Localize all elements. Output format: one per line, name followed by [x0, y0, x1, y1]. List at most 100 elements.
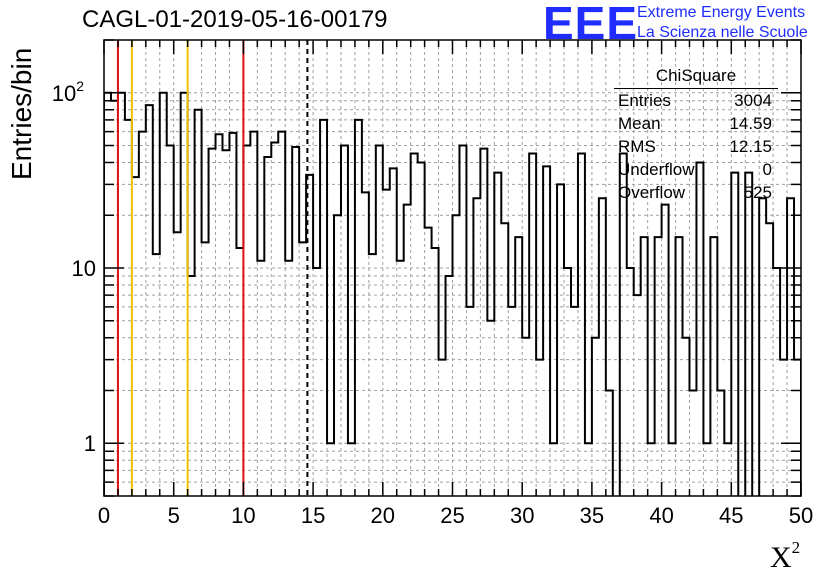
y-tick-label: 102: [52, 78, 84, 106]
histogram-bin: [571, 307, 578, 496]
histogram-bin: [620, 154, 627, 496]
stats-value: 3004: [734, 91, 772, 110]
histogram-bin: [655, 237, 662, 496]
histogram-bin: [167, 146, 174, 496]
histogram-bin: [669, 443, 676, 496]
histogram-bin: [250, 132, 257, 496]
histogram-bin: [411, 154, 418, 496]
histogram-bin: [676, 237, 683, 496]
histogram-bin: [529, 154, 536, 496]
x-axis-label: X2: [770, 538, 801, 574]
histogram-bin: [717, 390, 724, 496]
histogram-bin: [564, 268, 571, 496]
histogram-bin: [181, 93, 188, 496]
logo-line-2: La Scienza nelle Scuole: [637, 24, 808, 41]
histogram-bin: [599, 198, 606, 496]
x-tick-label: 40: [649, 503, 673, 528]
eee-logo: EEE: [543, 0, 639, 49]
histogram-bin: [480, 149, 487, 496]
histogram-bin: [111, 101, 118, 496]
histogram-bin: [418, 162, 425, 496]
x-tick-label: 35: [580, 503, 604, 528]
histogram-bin: [508, 307, 515, 496]
histogram-bin: [174, 232, 181, 496]
x-tick-label: 50: [789, 503, 813, 528]
stats-label: RMS: [618, 137, 656, 156]
histogram-bin: [334, 215, 341, 496]
stats-label: Entries: [618, 91, 671, 110]
histogram-bin: [209, 149, 216, 496]
stats-row: Underflow 0: [612, 158, 780, 181]
histogram-bin: [543, 166, 550, 496]
histogram-bin: [745, 173, 752, 496]
histogram-bin: [446, 276, 453, 496]
histogram-bin: [320, 120, 327, 496]
histogram-bin: [153, 254, 160, 496]
histogram-bin: [515, 237, 522, 496]
chart-title: CAGL-01-2019-05-16-00179: [82, 6, 388, 33]
histogram-bin: [822, 215, 829, 496]
histogram-bin: [634, 295, 641, 496]
stats-row: Entries 3004: [612, 89, 780, 112]
histogram-bin: [236, 248, 243, 496]
x-tick-label: 15: [301, 503, 325, 528]
histogram-bin: [473, 198, 480, 496]
histogram-bin: [369, 254, 376, 496]
stats-value: 0: [762, 160, 772, 179]
x-tick-label: 5: [168, 503, 180, 528]
x-tick-label: 10: [231, 503, 255, 528]
histogram-bin: [501, 223, 508, 496]
stats-value: 525: [743, 183, 772, 202]
histogram-bin: [104, 93, 111, 496]
histogram-bin: [487, 321, 494, 496]
stats-label: Mean: [618, 114, 661, 133]
histogram-outline: [104, 91, 801, 496]
histogram-bin: [132, 177, 139, 496]
histogram-bin: [383, 190, 390, 496]
stats-value: 12.15: [729, 137, 772, 156]
histogram-bin: [222, 150, 229, 496]
histogram-bin: [459, 146, 466, 496]
histogram-bin: [606, 390, 613, 496]
histogram-bin: [278, 132, 285, 496]
histogram-bin: [794, 360, 801, 496]
histogram-bin: [627, 268, 634, 496]
histogram-bin: [160, 93, 167, 496]
histogram-bin: [264, 157, 271, 496]
histogram-bin: [195, 110, 202, 496]
histogram-bin: [390, 168, 397, 496]
histogram-bin: [766, 223, 773, 496]
histogram-bin: [648, 443, 655, 496]
histogram-bin: [453, 215, 460, 496]
histogram-bin: [724, 443, 731, 496]
histogram-bin: [146, 105, 153, 496]
y-axis-label: Entries/bin: [6, 47, 37, 180]
histogram-bin: [536, 360, 543, 496]
histogram-bin: [327, 443, 334, 496]
histogram-bin: [118, 93, 125, 496]
histogram-bin: [271, 143, 278, 496]
histogram-bin: [585, 443, 592, 496]
stats-label: Underflow: [618, 160, 695, 179]
histogram-bin: [439, 360, 446, 496]
histogram-bin: [216, 134, 223, 496]
stats-value: 14.59: [729, 114, 772, 133]
histogram-bin: [432, 248, 439, 496]
histogram-bin: [397, 261, 404, 496]
histogram-bin: [188, 276, 195, 496]
stats-title: ChiSquare: [614, 66, 778, 89]
logo-text: Extreme Energy Events La Scienza nelle S…: [637, 3, 808, 43]
x-tick-label: 30: [510, 503, 534, 528]
histogram-bin: [341, 146, 348, 496]
histogram-bin: [355, 120, 362, 496]
histogram-bin: [125, 120, 132, 496]
histogram-bin: [696, 162, 703, 496]
histogram-bin: [641, 237, 648, 496]
histogram-bin: [313, 268, 320, 496]
histogram-bin: [592, 338, 599, 496]
stats-box: ChiSquare Entries 3004 Mean 14.59 RMS 12.15 Un…: [612, 66, 780, 204]
logo-line-1: Extreme Energy Events: [637, 4, 806, 21]
histogram-bin: [229, 133, 236, 496]
x-tick-label: 45: [719, 503, 743, 528]
